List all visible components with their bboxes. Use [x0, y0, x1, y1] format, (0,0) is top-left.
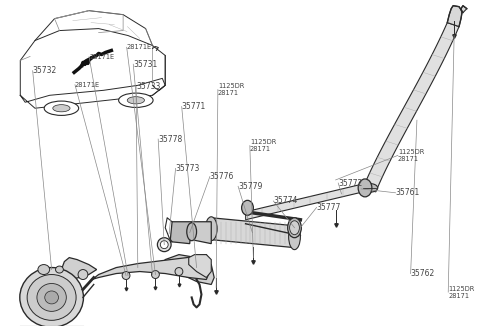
Polygon shape [189, 255, 211, 278]
Polygon shape [192, 222, 211, 244]
Ellipse shape [175, 267, 183, 276]
Ellipse shape [288, 218, 301, 238]
Text: 35732: 35732 [33, 66, 57, 75]
Polygon shape [61, 258, 96, 280]
Ellipse shape [27, 275, 76, 320]
Text: 1125DR
28171: 1125DR 28171 [448, 285, 475, 299]
Ellipse shape [44, 101, 79, 115]
Polygon shape [363, 23, 459, 192]
Ellipse shape [205, 217, 217, 241]
Polygon shape [246, 184, 363, 220]
Polygon shape [447, 6, 467, 26]
Polygon shape [162, 255, 214, 284]
Ellipse shape [360, 183, 378, 192]
Ellipse shape [119, 93, 153, 108]
Polygon shape [170, 222, 192, 244]
Text: 35776: 35776 [210, 172, 234, 181]
Text: 1125DR
28171: 1125DR 28171 [218, 83, 244, 96]
Text: 35773: 35773 [176, 164, 200, 173]
Text: 35779: 35779 [238, 182, 263, 191]
Ellipse shape [56, 266, 63, 273]
Ellipse shape [127, 97, 144, 104]
Text: 35771: 35771 [181, 102, 206, 111]
Ellipse shape [160, 241, 168, 249]
Ellipse shape [152, 270, 159, 279]
Text: 35731: 35731 [133, 60, 157, 69]
Text: 28171E: 28171E [75, 82, 100, 88]
Ellipse shape [358, 179, 372, 197]
Polygon shape [211, 218, 295, 248]
Text: 35772: 35772 [338, 179, 362, 188]
Text: 28171E: 28171E [127, 44, 152, 50]
Text: 1125DR
28171: 1125DR 28171 [250, 139, 276, 152]
Ellipse shape [187, 223, 197, 241]
Text: 35733: 35733 [136, 82, 160, 91]
Ellipse shape [38, 265, 49, 275]
Ellipse shape [53, 105, 70, 112]
Text: 35762: 35762 [410, 269, 435, 278]
Ellipse shape [241, 200, 253, 215]
Text: 28171E: 28171E [89, 54, 114, 60]
Text: 35761: 35761 [396, 188, 420, 197]
Ellipse shape [157, 238, 171, 251]
Ellipse shape [288, 224, 300, 250]
Ellipse shape [122, 271, 130, 280]
Ellipse shape [289, 221, 300, 235]
Text: 1125DR
28171: 1125DR 28171 [398, 149, 424, 162]
Ellipse shape [45, 291, 59, 304]
Text: 35777: 35777 [317, 203, 341, 212]
Ellipse shape [20, 267, 84, 327]
Ellipse shape [37, 284, 66, 311]
Text: 35778: 35778 [158, 135, 182, 144]
Ellipse shape [78, 269, 88, 280]
Text: 35774: 35774 [273, 197, 298, 205]
Polygon shape [92, 255, 211, 280]
